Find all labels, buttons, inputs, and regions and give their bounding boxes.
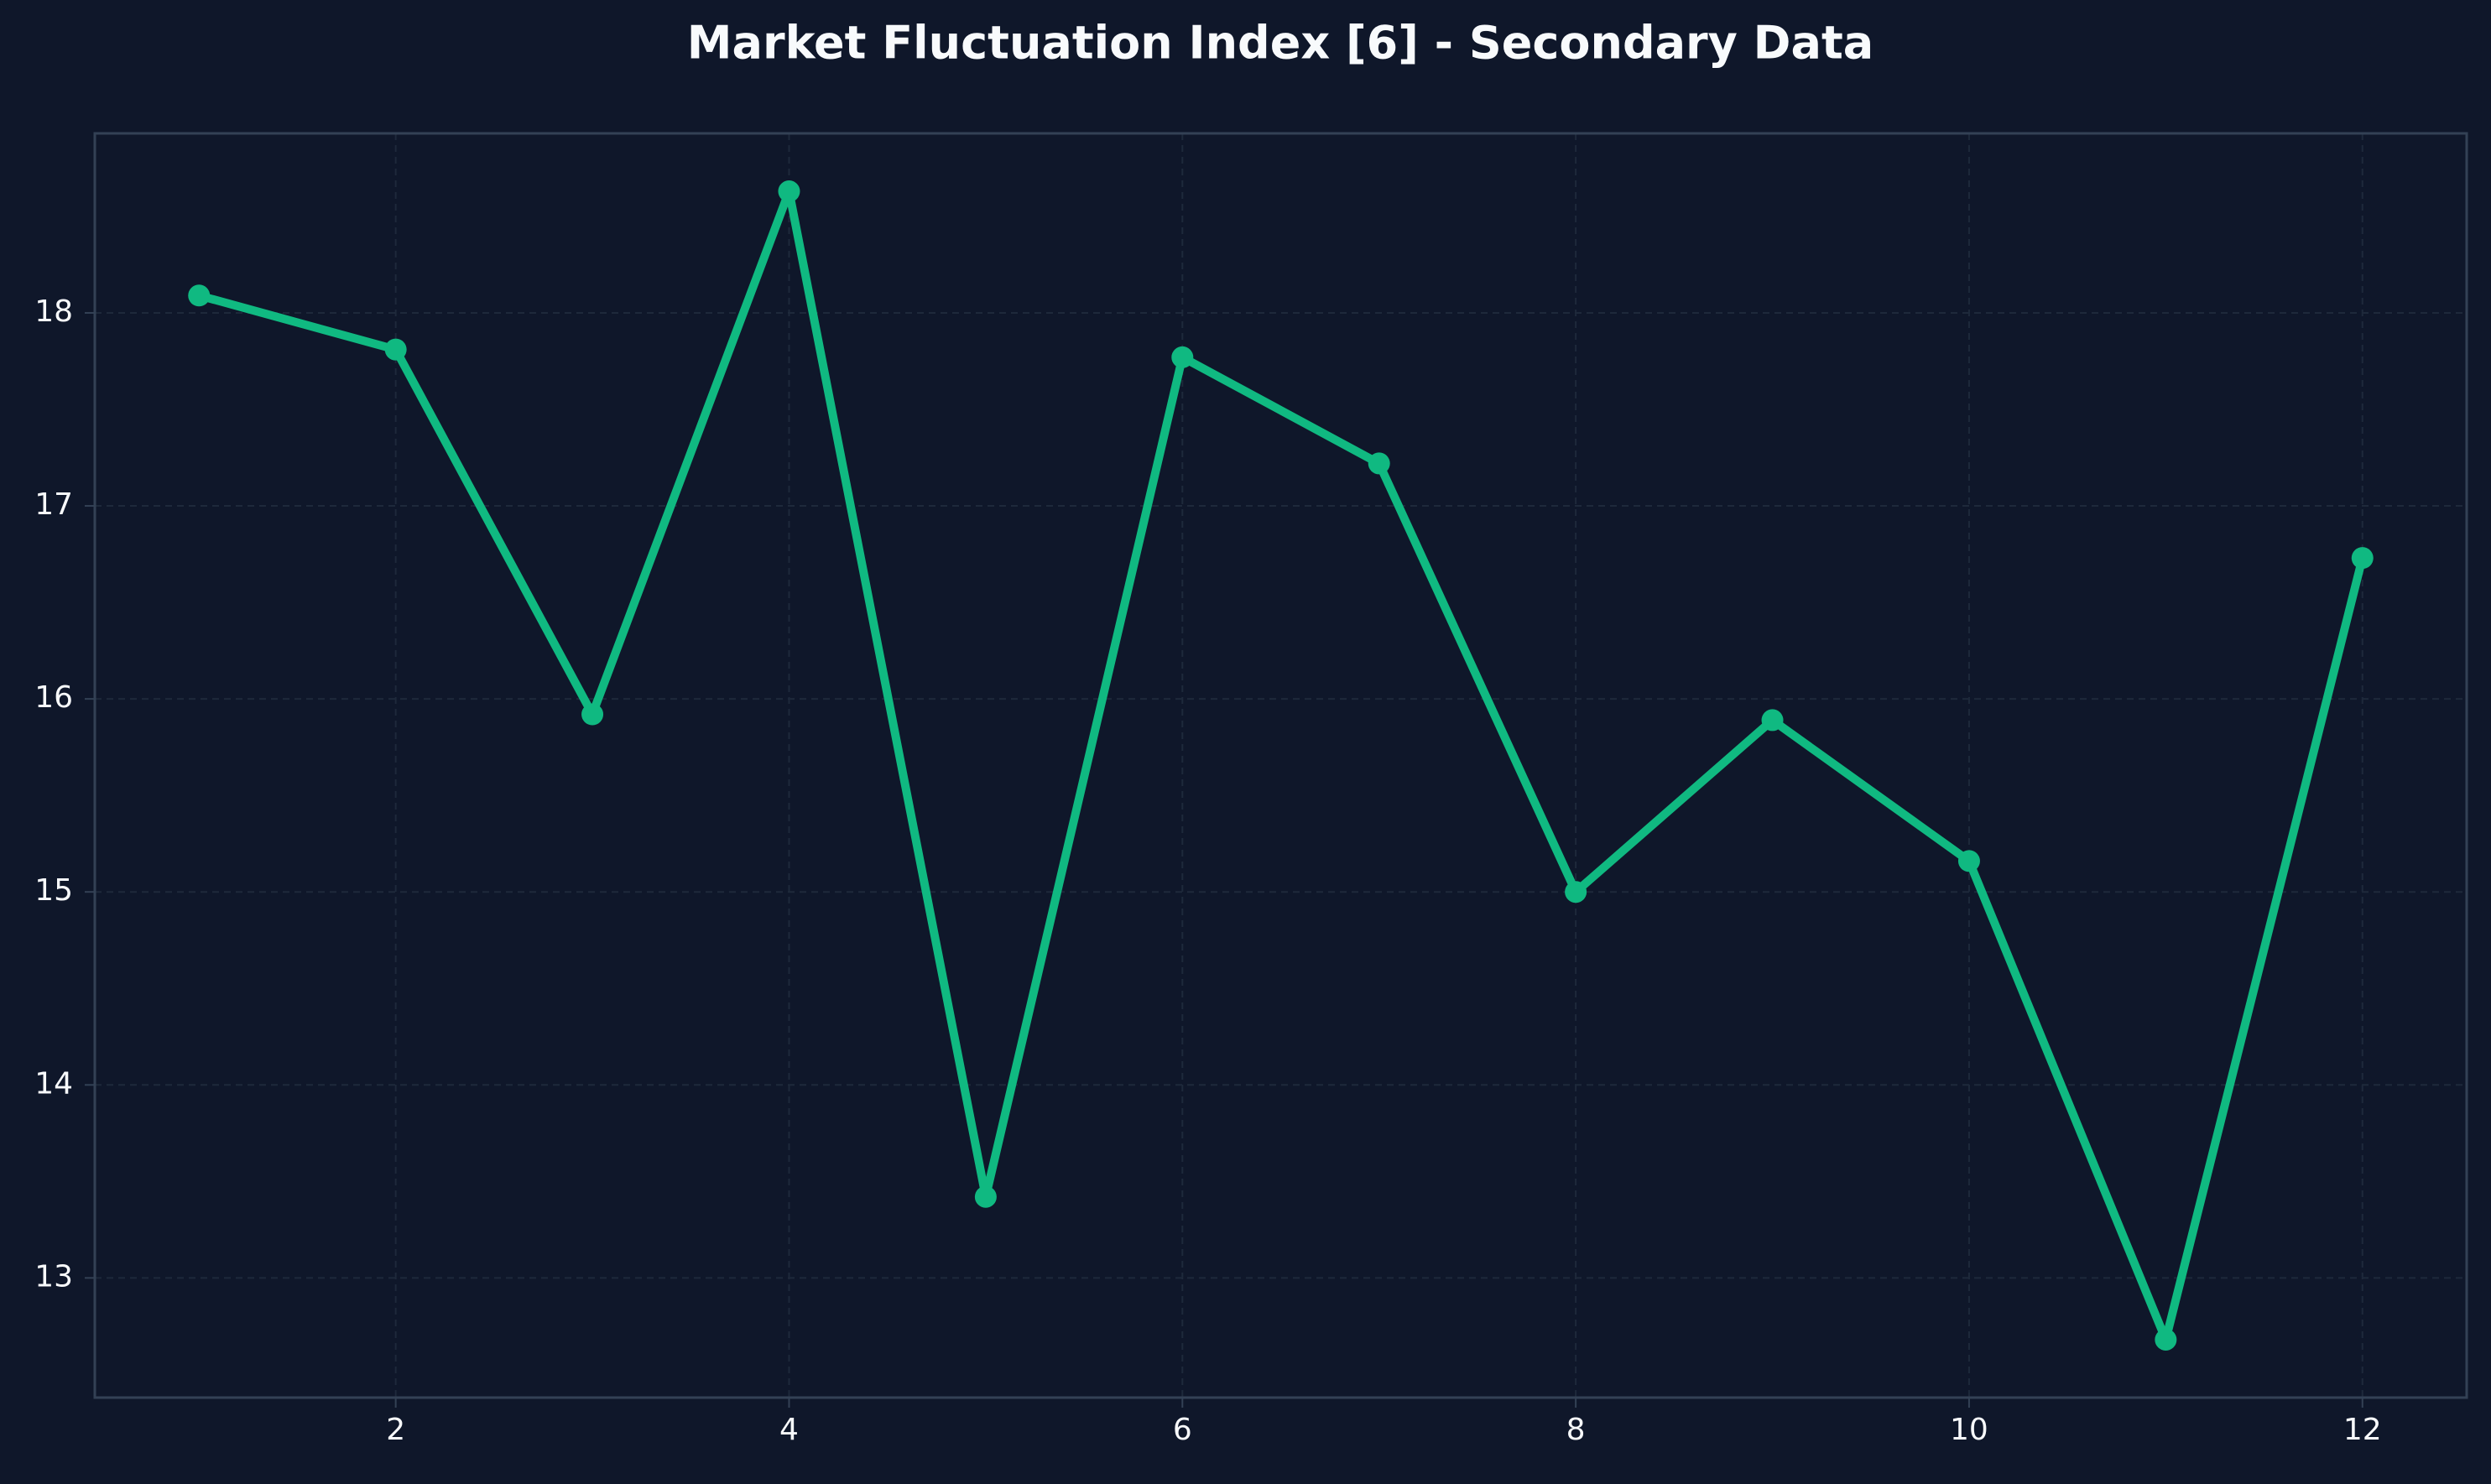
x-tick-label: 6 [1173,1413,1192,1447]
y-axis-ticks: 13 14 15 16 17 18 [34,294,95,1294]
grid-lines [95,133,2467,1398]
y-tick-label: 17 [34,487,73,522]
x-tick-label: 10 [1950,1413,1988,1447]
x-tick-label: 12 [2343,1413,2382,1447]
data-point [581,703,604,726]
data-point [188,284,211,307]
y-tick-label: 13 [34,1259,73,1294]
y-tick-label: 14 [34,1066,73,1101]
chart-title: Market Fluctuation Index [6] - Secondary… [687,17,1873,70]
data-point [2155,1328,2177,1351]
x-tick-label: 8 [1566,1413,1586,1447]
data-point [1368,452,1390,475]
data-point [974,1185,997,1208]
series-group [188,180,2374,1351]
plot-area-frame [93,132,2468,1399]
x-tick-label: 4 [779,1413,799,1447]
data-point [1171,346,1194,368]
series-line [195,187,2367,1344]
x-axis-ticks: 2 4 6 8 10 12 [386,1398,2382,1447]
data-point [778,180,800,203]
x-tick-label: 2 [386,1413,405,1447]
data-point [1957,850,1980,872]
data-point [1761,709,1784,732]
data-point [1565,881,1587,903]
data-point [384,338,407,361]
y-tick-label: 18 [34,294,73,329]
y-tick-label: 15 [34,873,73,908]
data-point [2351,547,2374,570]
y-tick-label: 16 [34,680,73,715]
